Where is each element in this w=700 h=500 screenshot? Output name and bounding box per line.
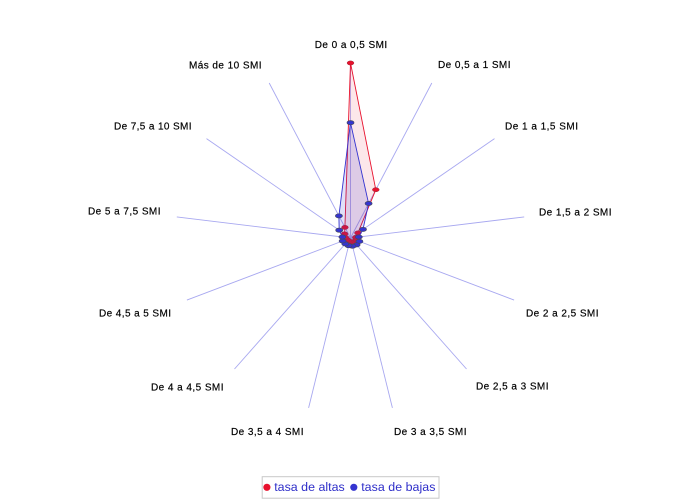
svg-text:De 3 a 3,5 SMI: De 3 a 3,5 SMI <box>394 427 467 438</box>
svg-text:tasa de altas: tasa de altas <box>274 480 345 494</box>
svg-text:De 4 a 4,5 SMI: De 4 a 4,5 SMI <box>151 383 224 394</box>
svg-text:De 0,5 a 1 SMI: De 0,5 a 1 SMI <box>438 60 511 71</box>
svg-text:De 1 a 1,5 SMI: De 1 a 1,5 SMI <box>505 122 578 133</box>
svg-text:De 7,5 a 10 SMI: De 7,5 a 10 SMI <box>114 122 192 133</box>
svg-text:De 2,5 a 3 SMI: De 2,5 a 3 SMI <box>476 382 549 393</box>
svg-text:De 2 a 2,5 SMI: De 2 a 2,5 SMI <box>526 309 599 320</box>
svg-text:De 1,5 a 2 SMI: De 1,5 a 2 SMI <box>539 208 612 219</box>
svg-text:De 4,5 a 5 SMI: De 4,5 a 5 SMI <box>99 309 171 320</box>
svg-text:De 5 a 7,5 SMI: De 5 a 7,5 SMI <box>88 207 161 218</box>
svg-text:De 3,5 a 4 SMI: De 3,5 a 4 SMI <box>231 427 304 438</box>
svg-text:tasa de bajas: tasa de bajas <box>361 480 435 494</box>
svg-text:De 0 a 0,5 SMI: De 0 a 0,5 SMI <box>315 40 388 51</box>
svg-text:Más de 10 SMI: Más de 10 SMI <box>189 61 262 72</box>
